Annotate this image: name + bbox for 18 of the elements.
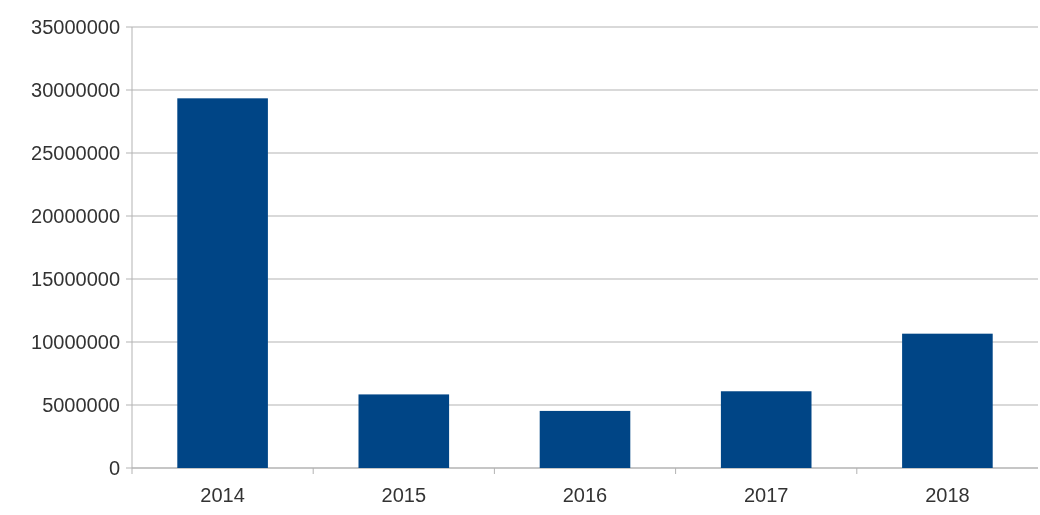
bar <box>177 98 268 468</box>
x-tick-label: 2015 <box>381 484 427 506</box>
x-tick-label: 2014 <box>200 484 245 506</box>
y-tick-label: 30000000 <box>31 79 120 101</box>
y-tick-label: 20000000 <box>31 205 120 227</box>
y-tick-label: 25000000 <box>31 142 120 164</box>
x-tick-label: 2017 <box>743 484 789 506</box>
bar <box>720 391 812 468</box>
y-tick-label: 0 <box>108 457 120 479</box>
bar <box>358 394 450 468</box>
y-tick-label: 10000000 <box>31 331 120 353</box>
x-tick-label: 2016 <box>562 484 608 506</box>
y-tick-label: 35000000 <box>31 16 120 38</box>
bar <box>902 333 993 468</box>
x-tick-label: 2018 <box>925 484 970 506</box>
bar <box>539 410 631 468</box>
y-tick-label: 5000000 <box>42 394 120 416</box>
y-tick-label: 15000000 <box>31 268 120 290</box>
